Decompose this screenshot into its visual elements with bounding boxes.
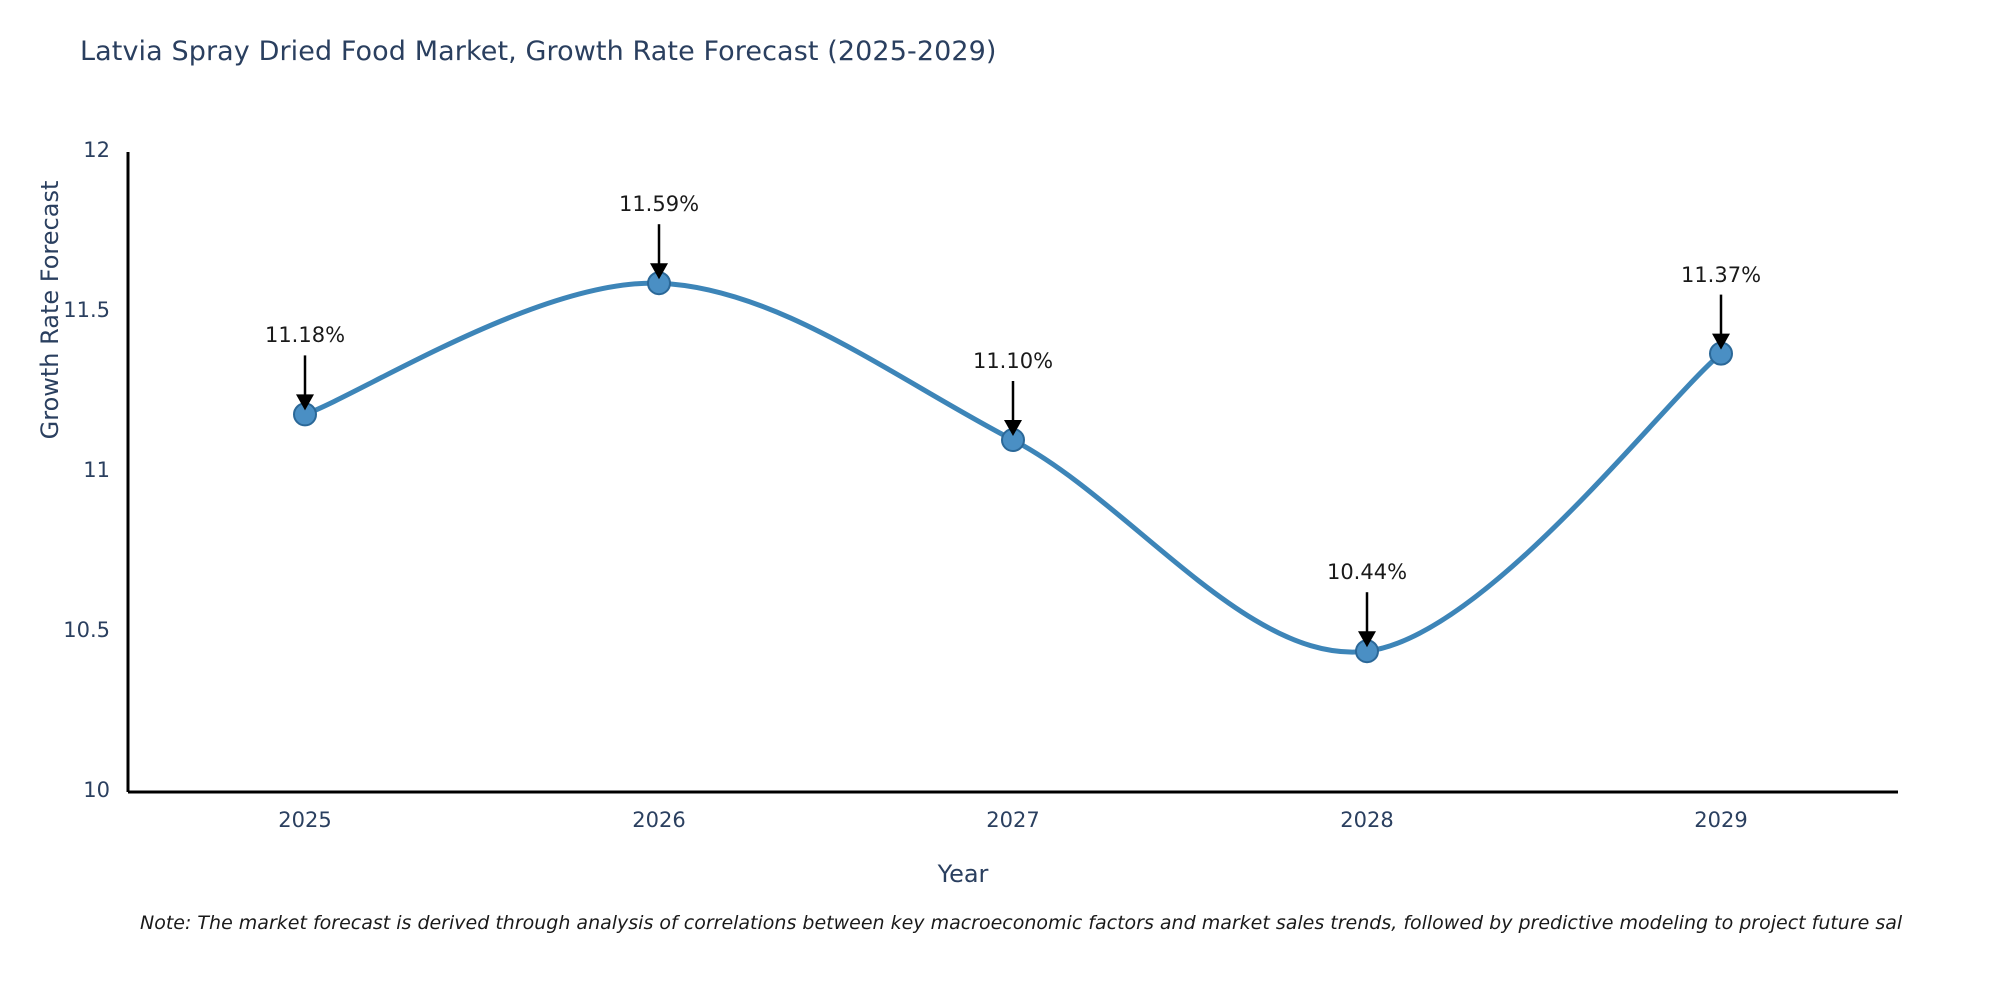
data-markers (293, 271, 1733, 664)
y-tick-label: 10.5 (63, 618, 110, 642)
point-value-label: 11.59% (618, 192, 700, 217)
y-tick-label: 11 (83, 458, 110, 482)
annotation-arrows (296, 224, 1730, 648)
point-value-label: 10.44% (1326, 560, 1408, 585)
annotation-arrow-head (1004, 420, 1022, 436)
point-value-label: 11.37% (1680, 262, 1762, 287)
point-value-label: 11.10% (972, 349, 1054, 373)
data-line (302, 280, 1724, 655)
chart-title: Latvia Spray Dried Food Market, Growth R… (80, 36, 997, 67)
x-tick-label: 2025 (278, 808, 332, 832)
x-tick-label: 2027 (986, 808, 1040, 832)
x-tick-label: 2029 (1694, 808, 1748, 832)
annotation-arrow-head (296, 394, 314, 411)
annotation-arrow-head (1358, 631, 1376, 648)
x-tick-label: 2028 (1340, 808, 1394, 832)
annotation-arrow-head (1712, 333, 1730, 350)
x-axis-title: Year (937, 860, 989, 888)
annotation-arrow-head (650, 263, 668, 280)
chart-note: Note: The market forecast is derived thr… (140, 912, 1903, 934)
x-tick-label: 2026 (632, 808, 686, 832)
y-tick-label: 12 (83, 138, 110, 162)
point-value-label: 11.18% (264, 323, 346, 348)
y-tick-label: 10 (83, 778, 110, 802)
y-tick-label: 11.5 (63, 298, 110, 322)
